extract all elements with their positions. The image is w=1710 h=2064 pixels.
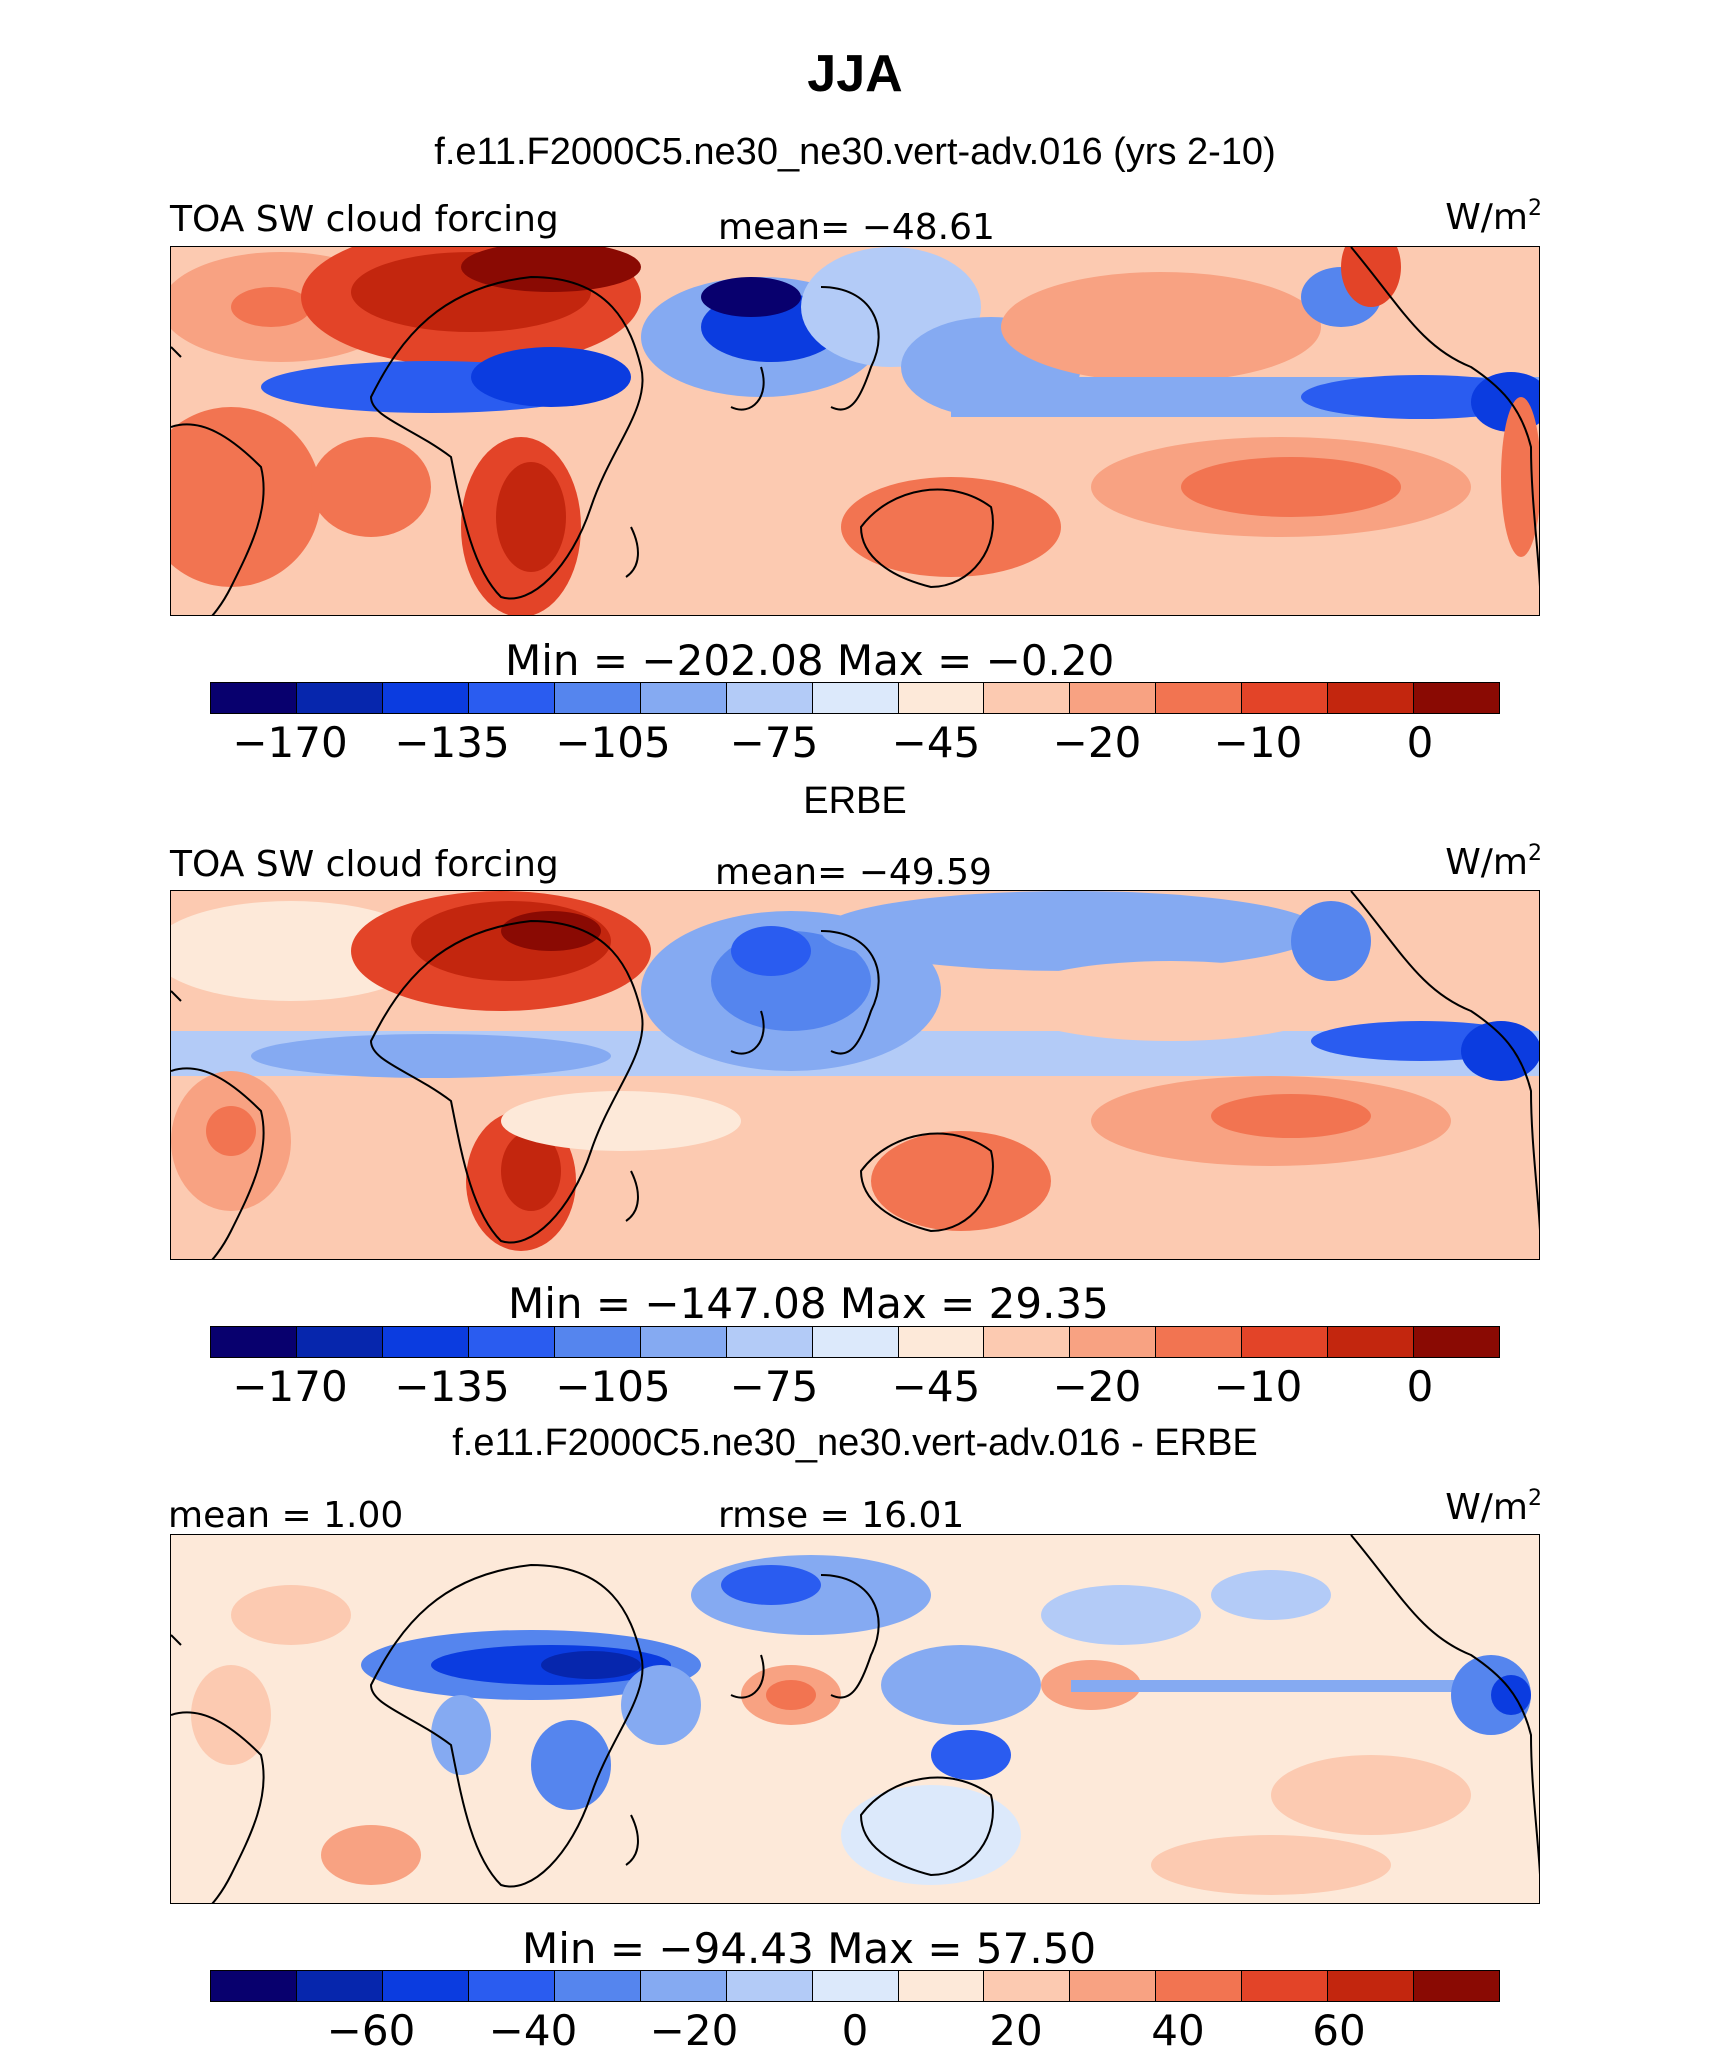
colorbar-swatch: [1242, 1971, 1329, 2001]
panel-2-tick: −75: [729, 1362, 819, 1411]
panel-1-mean-label: mean= −48.61: [718, 207, 995, 248]
panel-3-tick: −40: [488, 2006, 578, 2055]
panel-2-units: W/m2: [1445, 841, 1542, 883]
colorbar-swatch: [898, 1971, 985, 2001]
panel-3-mean-label: mean = 1.00: [168, 1495, 404, 1536]
panel-3-tick: −20: [649, 2006, 739, 2055]
panel-2-tick: −10: [1213, 1362, 1303, 1411]
colorbar-swatch: [1070, 1971, 1157, 2001]
colorbar-swatch: [468, 1971, 555, 2001]
colorbar-swatch: [1070, 683, 1157, 713]
colorbar-swatch: [211, 1327, 297, 1357]
panel-3-min-max: Min = −94.43 Max = 57.50: [522, 1924, 1097, 1973]
panel-1-tick: −170: [232, 718, 348, 767]
panel-2-tick: −105: [555, 1362, 671, 1411]
panel-2-tick: −170: [232, 1362, 348, 1411]
colorbar-swatch: [382, 1327, 469, 1357]
panel-3-tick: −60: [326, 2006, 416, 2055]
panel-1-variable-label: TOA SW cloud forcing: [170, 199, 559, 240]
colorbar-swatch: [468, 683, 555, 713]
colorbar-swatch: [554, 683, 641, 713]
panel-2-map: [170, 890, 1540, 1260]
colorbar-swatch: [554, 1971, 641, 2001]
colorbar-swatch: [726, 1327, 813, 1357]
colorbar-swatch: [1242, 683, 1329, 713]
panel-2-title: ERBE: [803, 780, 907, 822]
panel-2-min-max: Min = −147.08 Max = 29.35: [508, 1279, 1109, 1328]
panel-3-rmse-label: rmse = 16.01: [718, 1495, 965, 1536]
colorbar-swatch: [468, 1327, 555, 1357]
colorbar-swatch: [898, 683, 985, 713]
colorbar-swatch: [554, 1327, 641, 1357]
colorbar-swatch: [640, 1327, 727, 1357]
panel-3-map: [170, 1534, 1540, 1904]
colorbar-swatch: [1156, 1327, 1243, 1357]
panel-1-tick: −75: [729, 718, 819, 767]
colorbar-swatch: [984, 1971, 1071, 2001]
panel-2-tick: −20: [1052, 1362, 1142, 1411]
colorbar-swatch: [1070, 1327, 1157, 1357]
colorbar-swatch: [984, 683, 1071, 713]
colorbar-swatch: [726, 683, 813, 713]
panel-3-tick: 40: [1151, 2006, 1205, 2055]
panel-2-colorbar: [210, 1326, 1500, 1358]
colorbar-swatch: [1328, 683, 1415, 713]
panel-1-title: f.e11.F2000C5.ne30_ne30.vert-adv.016 (yr…: [434, 131, 1276, 173]
panel-2-variable-label: TOA SW cloud forcing: [170, 844, 559, 885]
panel-2-mean-label: mean= −49.59: [715, 852, 992, 893]
panel-3-units: W/m2: [1445, 1486, 1542, 1528]
panel-2-tick: −45: [891, 1362, 981, 1411]
colorbar-swatch: [1328, 1327, 1415, 1357]
panel-1-tick: 0: [1406, 718, 1434, 767]
panel-1-colorbar: [210, 682, 1500, 714]
panel-1-min-max: Min = −202.08 Max = −0.20: [505, 636, 1115, 685]
panel-1-tick: −10: [1213, 718, 1303, 767]
panel-3-tick: 20: [989, 2006, 1043, 2055]
panel-1-tick: −45: [891, 718, 981, 767]
colorbar-swatch: [640, 683, 727, 713]
colorbar-swatch: [211, 1971, 297, 2001]
main-title: JJA: [807, 45, 903, 103]
panel-3-tick: 0: [841, 2006, 869, 2055]
colorbar-swatch: [640, 1971, 727, 2001]
panel-2-tick: −135: [394, 1362, 510, 1411]
colorbar-swatch: [812, 1971, 899, 2001]
colorbar-swatch: [1414, 683, 1500, 713]
panel-3-title: f.e11.F2000C5.ne30_ne30.vert-adv.016 - E…: [452, 1422, 1258, 1464]
panel-1-tick: −135: [394, 718, 510, 767]
panel-1-tick: −105: [555, 718, 671, 767]
colorbar-swatch: [1328, 1971, 1415, 2001]
panel-2-tick: 0: [1406, 1362, 1434, 1411]
colorbar-swatch: [382, 683, 469, 713]
colorbar-swatch: [382, 1971, 469, 2001]
panel-3-tick: 60: [1312, 2006, 1366, 2055]
colorbar-swatch: [1156, 683, 1243, 713]
colorbar-swatch: [296, 1971, 383, 2001]
panel-1-units: W/m2: [1445, 196, 1542, 238]
colorbar-swatch: [1414, 1327, 1500, 1357]
colorbar-swatch: [984, 1327, 1071, 1357]
panel-1-tick: −20: [1052, 718, 1142, 767]
colorbar-swatch: [812, 683, 899, 713]
colorbar-swatch: [1242, 1327, 1329, 1357]
colorbar-swatch: [1156, 1971, 1243, 2001]
colorbar-swatch: [296, 683, 383, 713]
colorbar-swatch: [211, 683, 297, 713]
panel-3-colorbar: [210, 1970, 1500, 2002]
colorbar-swatch: [726, 1971, 813, 2001]
colorbar-swatch: [296, 1327, 383, 1357]
colorbar-swatch: [1414, 1971, 1500, 2001]
colorbar-swatch: [812, 1327, 899, 1357]
colorbar-swatch: [898, 1327, 985, 1357]
panel-1-map: [170, 246, 1540, 616]
